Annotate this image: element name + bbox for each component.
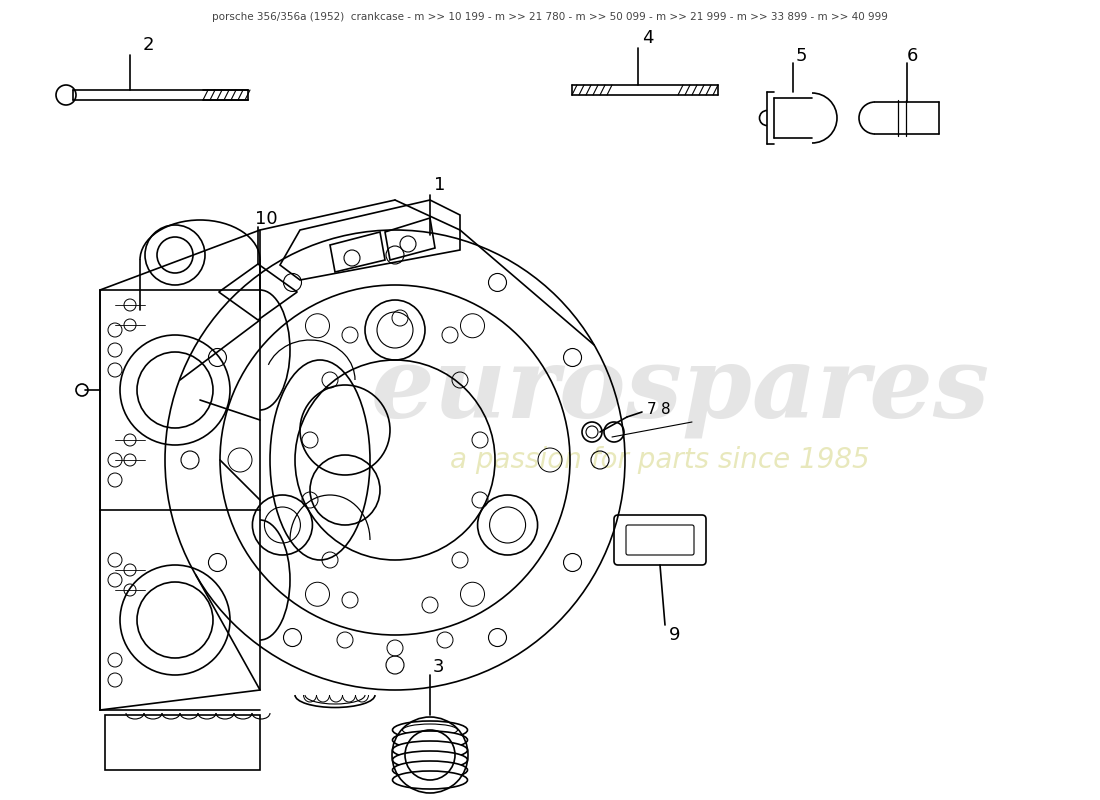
Ellipse shape: [393, 731, 468, 749]
Text: 6: 6: [906, 47, 917, 65]
Text: 1: 1: [434, 176, 446, 194]
Text: 3: 3: [432, 658, 443, 676]
Ellipse shape: [393, 761, 468, 779]
Ellipse shape: [403, 724, 458, 736]
Text: porsche 356/356a (1952)  crankcase - m >> 10 199 - m >> 21 780 - m >> 50 099 - m: porsche 356/356a (1952) crankcase - m >>…: [212, 12, 888, 22]
Ellipse shape: [393, 771, 468, 789]
Ellipse shape: [393, 721, 468, 739]
Text: eurospares: eurospares: [371, 342, 990, 438]
Text: 7: 7: [647, 402, 657, 418]
Text: 10: 10: [255, 210, 277, 228]
Ellipse shape: [393, 741, 468, 759]
Text: 8: 8: [661, 402, 671, 418]
Text: 4: 4: [642, 29, 653, 47]
Ellipse shape: [393, 751, 468, 769]
Text: 5: 5: [795, 47, 806, 65]
Text: 9: 9: [669, 626, 681, 644]
Text: 2: 2: [142, 36, 154, 54]
Text: a passion for parts since 1985: a passion for parts since 1985: [450, 446, 870, 474]
